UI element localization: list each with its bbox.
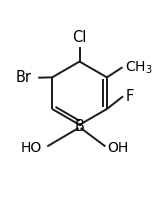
Text: B: B: [75, 119, 84, 134]
Text: Cl: Cl: [72, 30, 87, 45]
Text: Br: Br: [15, 70, 31, 85]
Text: HO: HO: [20, 141, 42, 155]
Text: CH$_3$: CH$_3$: [125, 60, 153, 76]
Text: F: F: [126, 89, 134, 104]
Text: OH: OH: [107, 141, 128, 155]
